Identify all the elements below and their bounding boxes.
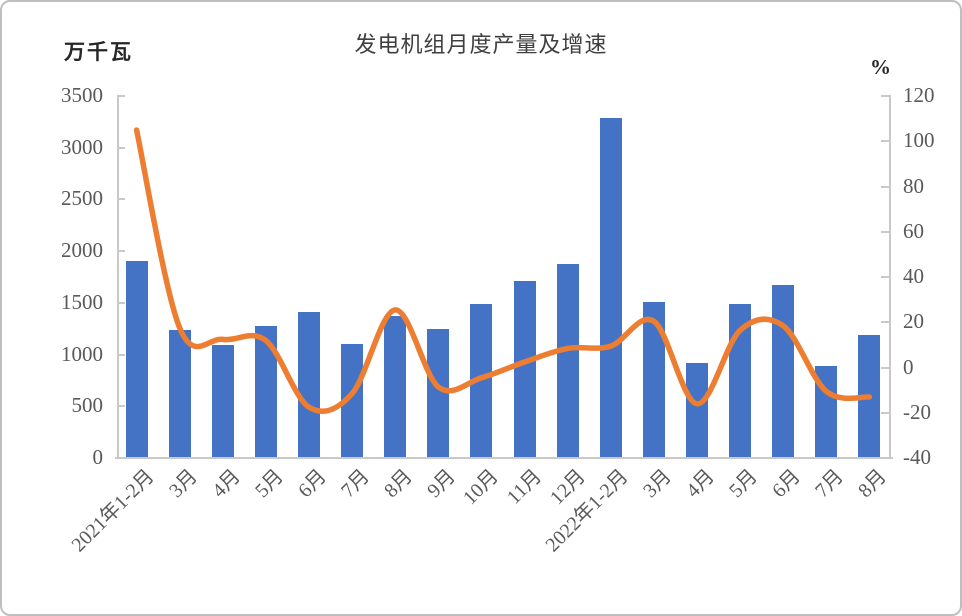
x-axis-label: 5月: [250, 465, 288, 503]
left-axis-tick: [117, 457, 125, 459]
x-axis-label: 9月: [423, 465, 461, 503]
left-axis-tick-label: 3500: [61, 83, 103, 107]
left-axis-tick: [117, 301, 125, 304]
left-axis-line: [117, 95, 119, 457]
right-axis-tick-label: 100: [903, 128, 935, 153]
left-axis-tick: [117, 95, 125, 97]
right-axis-tick-label: 60: [903, 218, 924, 243]
bar: [298, 312, 320, 457]
bar: [427, 328, 450, 457]
growth-rate-line: [133, 127, 873, 414]
bar: [686, 362, 708, 457]
left-axis-tick-label: 3000: [61, 134, 103, 159]
x-axis-label: 4月: [682, 465, 719, 503]
left-axis-tick-label: 1000: [61, 341, 103, 366]
x-axis-label: 6月: [768, 465, 806, 503]
bar: [125, 260, 148, 457]
right-axis-tick-label: 0: [903, 354, 914, 379]
left-axis-tick: [117, 146, 125, 149]
bar: [513, 281, 536, 457]
bar: [642, 301, 665, 457]
right-axis-tick-label: 120: [903, 83, 935, 107]
right-axis-tick: [881, 366, 889, 369]
x-axis-label: 3月: [638, 465, 676, 503]
left-axis-tick-label: 0: [92, 445, 104, 469]
left-axis-tick-label: 500: [71, 393, 104, 418]
right-axis-tick: [881, 95, 889, 97]
left-axis-tick: [117, 405, 125, 408]
right-axis-line: [889, 95, 891, 457]
right-axis-tick-label: 40: [903, 264, 924, 288]
right-axis-tick-label: -20: [903, 399, 931, 424]
x-axis-label: 7月: [811, 465, 849, 503]
right-axis-tick: [881, 276, 889, 278]
right-axis-tick: [881, 411, 889, 414]
bar: [556, 263, 579, 457]
left-axis-tick: [117, 353, 125, 356]
left-axis-tick-label: 1500: [61, 289, 103, 314]
x-axis-label: 10月: [459, 465, 504, 510]
right-axis-tick: [881, 230, 889, 233]
right-axis-tick-label: 20: [903, 309, 924, 334]
bar: [772, 285, 795, 457]
bar: [211, 345, 234, 457]
x-axis-label: 6月: [294, 465, 331, 503]
right-axis-tick: [881, 321, 889, 324]
x-axis-label: 3月: [164, 465, 202, 503]
right-axis-tick: [881, 457, 889, 459]
chart-title: 发电机组月度产量及增速: [354, 32, 608, 57]
x-axis-label: 11月: [503, 465, 547, 509]
left-axis-tick: [117, 198, 125, 201]
x-axis-line: [115, 457, 893, 459]
bar: [168, 329, 191, 457]
right-axis-unit-label: %: [870, 55, 891, 79]
x-axis-label: 7月: [337, 465, 374, 503]
bar: [815, 366, 838, 457]
left-axis-tick-label: 2000: [61, 238, 103, 263]
left-axis-tick: [117, 250, 125, 253]
bar: [470, 303, 493, 457]
bar: [254, 325, 277, 457]
bar: [858, 335, 881, 457]
right-axis-tick-label: 80: [903, 173, 924, 198]
bar: [341, 344, 364, 457]
x-axis-label: 5月: [725, 465, 762, 503]
bar: [729, 303, 752, 457]
x-axis-label: 8月: [854, 465, 892, 503]
bar: [599, 117, 622, 457]
x-axis-label: 4月: [207, 465, 245, 503]
left-axis-tick-label: 2500: [61, 186, 103, 211]
x-axis-label: 8月: [380, 465, 418, 503]
right-axis-tick: [881, 185, 889, 188]
right-axis-tick: [881, 140, 889, 143]
left-axis-unit-label: 万千瓦: [64, 40, 133, 64]
x-axis-label: 2021年1-2月: [67, 465, 159, 557]
right-axis-tick-label: -40: [903, 445, 931, 469]
bar: [384, 316, 407, 457]
